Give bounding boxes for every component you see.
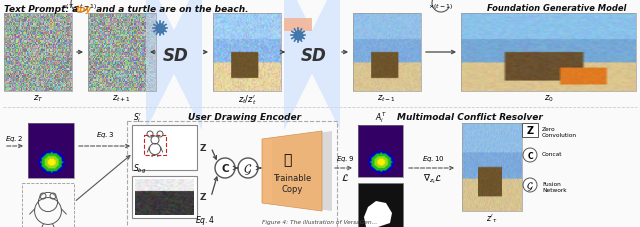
Text: Zero
Convolution: Zero Convolution — [542, 126, 577, 137]
Polygon shape — [284, 19, 312, 32]
Text: $z'_\tau$: $z'_\tau$ — [486, 212, 498, 225]
Text: $z_{t+1}$: $z_{t+1}$ — [113, 94, 132, 104]
Bar — [22, 183, 74, 227]
Text: $S_{bg}$: $S_{bg}$ — [133, 162, 147, 175]
Polygon shape — [262, 131, 322, 211]
Text: $\nabla_{z_t}\mathcal{L}$: $\nabla_{z_t}\mathcal{L}$ — [423, 171, 443, 185]
Text: C: C — [221, 164, 229, 174]
Text: Z: Z — [200, 193, 207, 202]
Text: User Drawing Encoder: User Drawing Encoder — [188, 113, 301, 121]
Bar — [127, 121, 337, 227]
Bar — [358, 183, 403, 227]
Text: Text Prompt: a: Text Prompt: a — [4, 5, 81, 14]
Text: $\times(t-1)$: $\times(t-1)$ — [428, 2, 454, 11]
Text: $\mathcal{G}$: $\mathcal{G}$ — [243, 161, 253, 176]
Polygon shape — [272, 131, 332, 211]
Polygon shape — [146, 0, 174, 131]
Text: Fusion
Network: Fusion Network — [542, 181, 566, 192]
Text: Z: Z — [200, 143, 207, 152]
Text: Figure 4: The illustration of VersaGen...: Figure 4: The illustration of VersaGen..… — [262, 219, 378, 224]
Bar — [132, 176, 197, 218]
Text: $Eq.10$: $Eq.10$ — [422, 153, 444, 163]
Text: $z_T$: $z_T$ — [33, 94, 43, 104]
Text: $z_0$: $z_0$ — [543, 94, 554, 104]
Bar — [461, 14, 636, 92]
Bar — [0, 108, 640, 227]
Polygon shape — [284, 0, 312, 131]
Bar — [213, 14, 281, 92]
Bar — [462, 123, 522, 211]
Circle shape — [523, 148, 537, 162]
Bar — [4, 14, 72, 92]
Polygon shape — [364, 201, 392, 227]
Bar — [28, 123, 74, 178]
Bar — [132, 126, 197, 170]
Text: C: C — [527, 151, 533, 160]
Text: $S_i'$: $S_i'$ — [133, 111, 142, 124]
Bar — [522, 123, 538, 137]
Text: and a turtle are on the beach.: and a turtle are on the beach. — [93, 5, 248, 14]
Circle shape — [215, 158, 235, 178]
Bar — [353, 14, 421, 92]
Text: $Eq.4$: $Eq.4$ — [195, 213, 215, 226]
Text: Z: Z — [527, 126, 534, 135]
Circle shape — [523, 178, 537, 192]
Bar — [0, 0, 640, 108]
Text: $Eq.9$: $Eq.9$ — [336, 153, 354, 163]
Text: Multimodal Conflict Resolver: Multimodal Conflict Resolver — [397, 113, 543, 121]
Text: $A_i^T$: $A_i^T$ — [374, 110, 387, 124]
Text: $z_{t-1}$: $z_{t-1}$ — [378, 94, 397, 104]
Circle shape — [238, 158, 258, 178]
Text: Trainable
Copy: Trainable Copy — [273, 173, 311, 193]
Text: $Eq.2$: $Eq.2$ — [5, 133, 23, 143]
Text: $x(T-t-1)$: $x(T-t-1)$ — [62, 2, 98, 11]
Text: Foundation Generative Model: Foundation Generative Model — [487, 4, 627, 13]
Text: toy: toy — [76, 5, 92, 14]
Text: SD: SD — [163, 47, 189, 65]
Bar — [88, 14, 156, 92]
Text: 🔥: 🔥 — [283, 152, 291, 166]
Bar — [144, 135, 166, 155]
Text: Concat: Concat — [542, 151, 563, 156]
Text: $z_t/z_t'$: $z_t/z_t'$ — [237, 94, 257, 107]
Text: $\mathcal{L}$: $\mathcal{L}$ — [341, 171, 349, 182]
Text: SD: SD — [301, 47, 327, 65]
Text: $Eq.3$: $Eq.3$ — [96, 129, 114, 139]
Polygon shape — [174, 0, 202, 131]
Polygon shape — [312, 0, 340, 131]
Bar — [358, 126, 403, 177]
Text: $\mathcal{G}$: $\mathcal{G}$ — [526, 180, 534, 192]
